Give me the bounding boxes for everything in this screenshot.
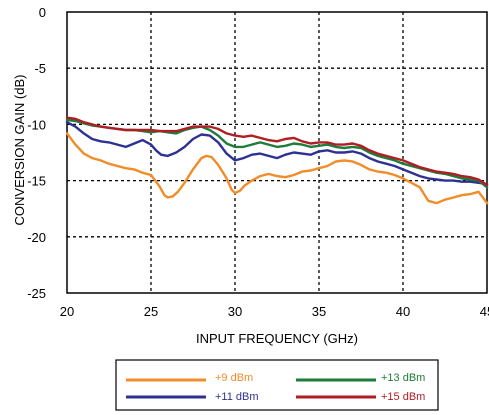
x-tick-label: 40 xyxy=(396,304,410,319)
plot-frame xyxy=(66,11,488,294)
series-line xyxy=(65,120,489,186)
legend-label: +15 dBm xyxy=(381,391,425,403)
series-lines xyxy=(65,116,489,205)
series-line xyxy=(65,116,489,187)
y-axis-title: CONVERSION GAIN (dB) xyxy=(12,75,27,226)
legend-label: +11 dBm xyxy=(215,391,259,403)
legend-label: +9 dBm xyxy=(215,372,253,384)
x-tick-label: 25 xyxy=(144,304,158,319)
x-tick-label: 45 xyxy=(480,304,489,319)
y-tick-label: -20 xyxy=(27,230,46,245)
x-axis-title: INPUT FREQUENCY (GHz) xyxy=(196,331,358,346)
x-tick-label: 30 xyxy=(228,304,242,319)
tick-labels: 20 25 30 35 40 45 0 -5 -10 -15 -20 -25 xyxy=(27,5,489,319)
y-tick-label: -25 xyxy=(27,286,46,301)
y-tick-label: -10 xyxy=(27,117,46,132)
grid xyxy=(67,12,487,293)
x-tick-label: 20 xyxy=(60,304,74,319)
legend-box xyxy=(115,359,439,411)
legend: +9 dBm +13 dBm +11 dBm +15 dBm xyxy=(115,359,439,411)
legend-label: +13 dBm xyxy=(381,372,425,384)
x-tick-label: 35 xyxy=(312,304,326,319)
y-tick-label: -15 xyxy=(27,174,46,189)
y-tick-label: 0 xyxy=(39,5,46,20)
y-tick-label: -5 xyxy=(34,61,46,76)
series-line xyxy=(65,132,489,205)
